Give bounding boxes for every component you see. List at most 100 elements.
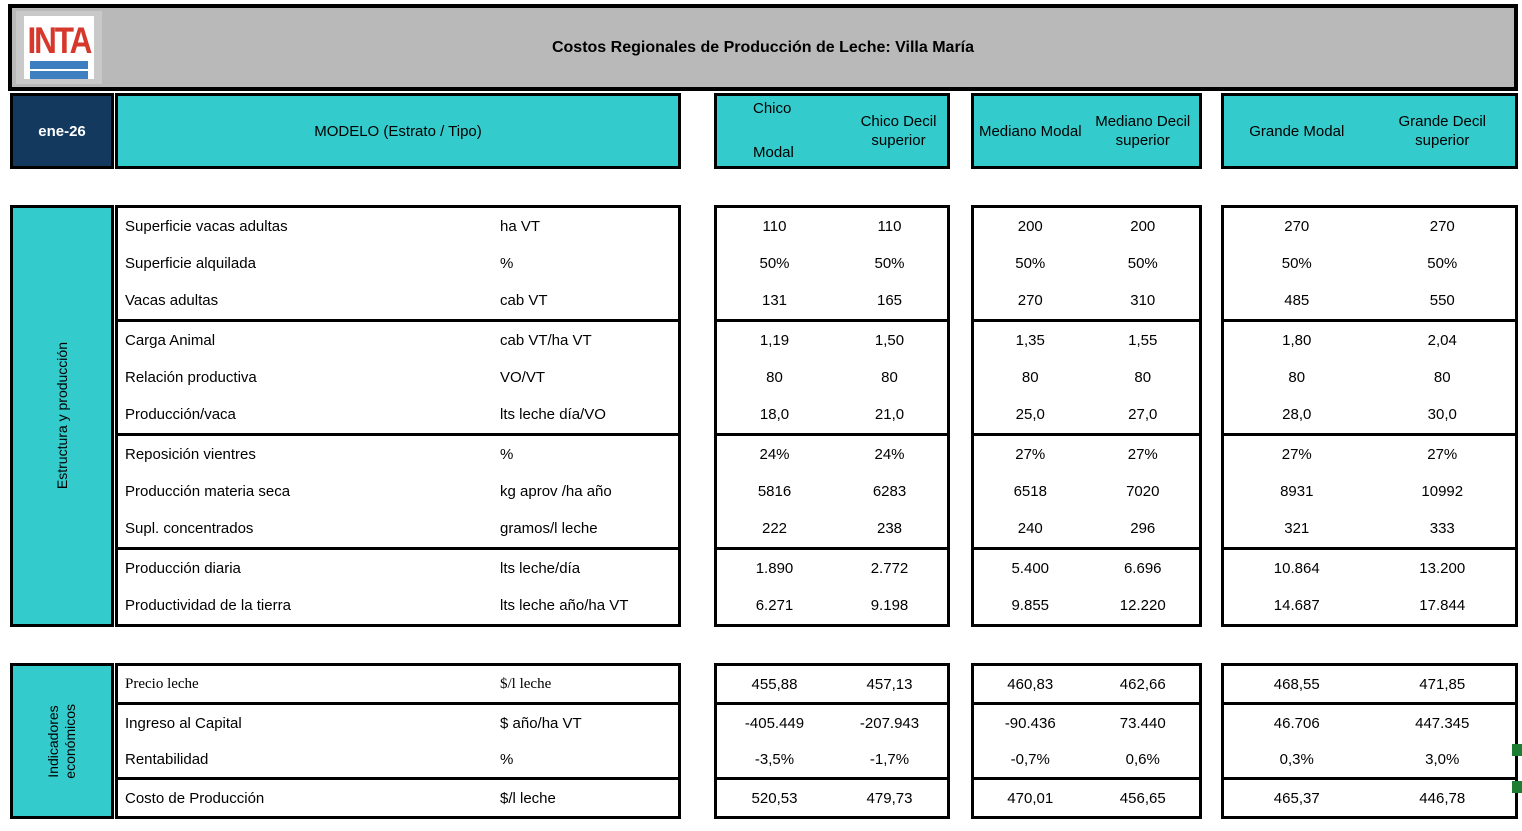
value-cell: 465,37 (1273, 789, 1320, 807)
value-cell: 30,0 (1427, 406, 1457, 423)
value-cell: 110 (877, 218, 902, 235)
row-block: 27% 27% 8931 10992 321 333 (1224, 436, 1515, 550)
row-block: 455,88 457,13 (717, 666, 947, 705)
model-header-cell: MODELO (Estrato / Tipo) (115, 93, 681, 169)
value-cell: 270 (1017, 292, 1043, 309)
value-cell: 27% (1427, 446, 1458, 463)
table-row: 110 110 (717, 208, 947, 245)
value-cell: 1,80 (1282, 332, 1312, 349)
row-block: Costo de Producción $/l leche (118, 780, 678, 816)
value-cell: 8931 (1280, 483, 1314, 500)
table-row: 14.687 17.844 (1224, 587, 1515, 624)
section-band-indicadores: Indicadores económicos (10, 663, 114, 819)
label-panel-estructura: Superficie vacas adultas ha VT Superficie … (115, 205, 681, 627)
table-row: 50% 50% (974, 245, 1199, 282)
value-cell: 24% (759, 446, 790, 463)
date-cell: ene-26 (10, 93, 114, 169)
value-cell: 27% (1015, 446, 1046, 463)
row-unit: % (500, 750, 514, 768)
value-cell: 1,35 (1015, 332, 1045, 349)
value-cell: 50% (759, 255, 790, 272)
value-cell: 80 (766, 369, 783, 386)
table-row: Reposición vientres% (118, 436, 678, 473)
value-cell: 46.706 (1273, 714, 1320, 732)
row-unit: % (500, 446, 514, 463)
inta-logo-text: INTA (27, 20, 93, 62)
table-row: 222 238 (717, 510, 947, 547)
row-block: -90.436 73.440 -0,7% 0,6% (974, 705, 1199, 780)
row-unit: $/l leche (500, 789, 556, 807)
value-cell: 6.271 (755, 597, 794, 614)
table-row: 270 310 (974, 282, 1199, 319)
value-cell: 50% (1281, 255, 1312, 272)
table-row: 270 270 (1224, 208, 1515, 245)
value-cell: 13.200 (1419, 560, 1466, 577)
row-label: Rentabilidad (125, 750, 209, 768)
table-row: 5816 6283 (717, 473, 947, 510)
value-cell: 310 (1130, 292, 1156, 309)
table-row: 200 200 (974, 208, 1199, 245)
value-cell: 460,83 (1007, 675, 1054, 693)
row-block: 1,80 2,04 80 80 28,0 30,0 (1224, 322, 1515, 436)
value-cell: 6.696 (1123, 560, 1162, 577)
table-row: 470,01 456,65 (974, 780, 1199, 816)
row-block: -405.449 -207.943 -3,5% -1,7% (717, 705, 947, 780)
value-cell: 455,88 (751, 675, 798, 693)
row-block: Reposición vientres% Producción materia s… (118, 436, 678, 550)
table-row: 0,3% 3,0% (1224, 741, 1515, 777)
table-row: Vacas adultas cab VT (118, 282, 678, 319)
value-cell: 457,13 (866, 675, 913, 693)
row-block: 10.864 13.200 14.687 17.844 (1224, 550, 1515, 624)
table-row: -0,7% 0,6% (974, 741, 1199, 777)
column-header: Mediano Modal (978, 122, 1082, 140)
value-cell: 50% (1015, 255, 1046, 272)
logo-stripe-icon (30, 61, 88, 69)
table-row: 321 333 (1224, 510, 1515, 547)
table-row: -3,5% -1,7% (717, 741, 947, 777)
value-cell: 21,0 (874, 406, 905, 423)
value-cell: 2,04 (1427, 332, 1457, 349)
logo-stripe-icon (30, 71, 88, 79)
value-cell: 456,65 (1119, 789, 1166, 807)
row-block: 1.890 2.772 6.271 9.198 (717, 550, 947, 624)
table-row: 468,55 471,85 (1224, 666, 1515, 702)
value-cell: 550 (1429, 292, 1455, 309)
value-cell: 25,0 (1015, 406, 1045, 423)
table-row: Productividad de la tierra lts leche año/… (118, 587, 678, 624)
table-row: 1,35 1,55 (974, 322, 1199, 359)
table-row: 1.890 2.772 (717, 550, 947, 587)
row-block: 465,37 446,78 (1224, 780, 1515, 816)
value-cell: 27% (1281, 446, 1312, 463)
value-cell: 17.844 (1419, 597, 1466, 614)
table-row: 460,83 462,66 (974, 666, 1199, 702)
column-header: Grande Decil superior (1398, 113, 1487, 149)
value-cell: 50% (1427, 255, 1458, 272)
table-row: 5.400 6.696 (974, 550, 1199, 587)
table-row: 6.271 9.198 (717, 587, 947, 624)
row-block: 468,55 471,85 (1224, 666, 1515, 705)
value-cell: 471,85 (1419, 675, 1466, 693)
row-label: Ingreso al Capital (125, 714, 242, 732)
value-cell: 333 (1429, 520, 1455, 537)
value-cell: 520,53 (751, 789, 798, 807)
value-cell: -1,7% (869, 750, 910, 768)
value-panel-chico-estructura: 110 110 50% 50% 131 165 1,19 1,50 80 80 18,0 21,0 24… (714, 205, 950, 627)
value-cell: 27,0 (1128, 406, 1158, 423)
table-row: 28,0 30,0 (1224, 396, 1515, 433)
row-label: Supl. concentrados (125, 520, 254, 537)
row-block: 520,53 479,73 (717, 780, 947, 816)
table-row: Superficie vacas adultas ha VT (118, 208, 678, 245)
section-title: Estructura y producción (53, 342, 70, 490)
table-row: 27% 27% (974, 436, 1199, 473)
value-cell: 165 (876, 292, 903, 309)
row-label: Producción materia seca (125, 483, 291, 500)
table-row: Producción diaria lts leche/día (118, 550, 678, 587)
value-panel-grande-indicadores: 468,55 471,85 46.706 447.345 0,3% 3,0% 465,37 4… (1221, 663, 1518, 819)
table-row: 455,88 457,13 (717, 666, 947, 702)
row-label: Relación productiva (125, 369, 257, 386)
value-cell: 238 (876, 520, 903, 537)
value-cell: -0,7% (1010, 750, 1050, 768)
value-cell: 296 (1130, 520, 1156, 537)
table-row: Costo de Producción $/l leche (118, 780, 678, 816)
value-cell: 6518 (1013, 483, 1047, 500)
